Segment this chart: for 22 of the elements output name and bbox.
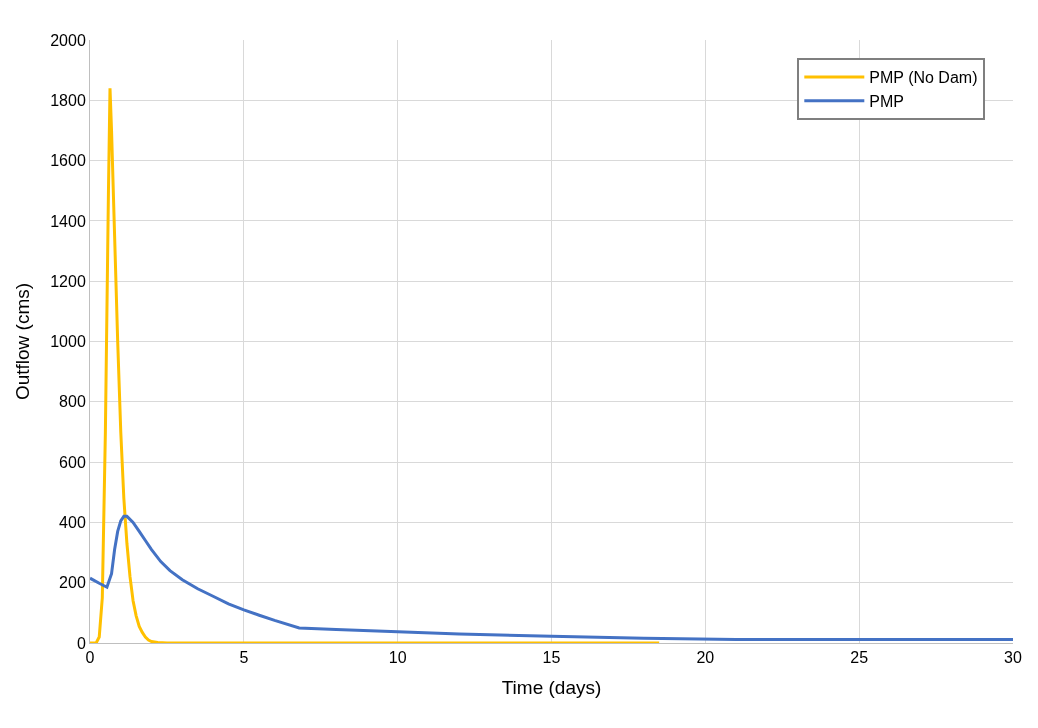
x-tick-label: 5 xyxy=(239,649,249,667)
line-series xyxy=(90,86,661,643)
x-tick-label: 20 xyxy=(696,649,715,667)
legend-label: PMP (No Dam) xyxy=(869,69,978,87)
y-tick-label: 800 xyxy=(59,393,86,411)
legend-label: PMP xyxy=(869,93,904,111)
x-tick-label: 25 xyxy=(850,649,869,667)
y-tick-label: 1600 xyxy=(50,152,86,170)
y-tick-label: 400 xyxy=(59,514,86,531)
y-tick-label: 600 xyxy=(59,453,86,471)
y-axis-title: Outflow (cms) xyxy=(12,282,34,401)
x-tick-label: 10 xyxy=(388,649,407,667)
x-tick-label: 30 xyxy=(1004,649,1022,667)
y-tick-label: 1400 xyxy=(50,212,86,230)
x-tick-label: 15 xyxy=(542,649,561,667)
x-axis-title: Time (days) xyxy=(501,677,602,698)
y-tick-label: 1200 xyxy=(50,272,86,290)
y-tick-label: 0 xyxy=(76,634,86,652)
y-tick-label: 1800 xyxy=(50,91,86,109)
y-tick-label: 1000 xyxy=(50,333,86,351)
y-tick-label: 200 xyxy=(59,574,86,592)
y-tick-label: 2000 xyxy=(50,31,86,49)
